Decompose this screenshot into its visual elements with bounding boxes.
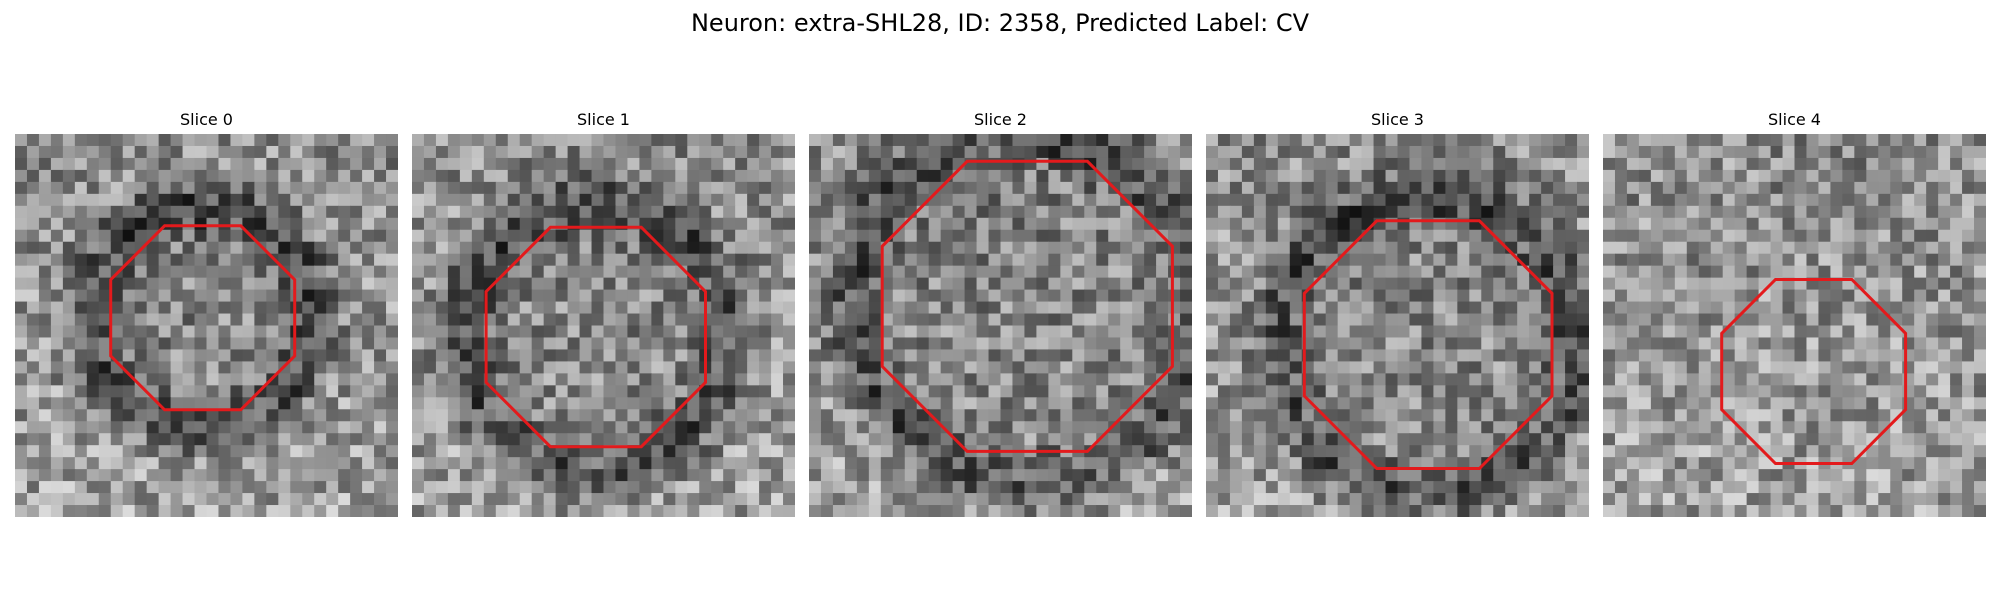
slice-image	[15, 134, 398, 517]
slice-title: Slice 4	[1768, 110, 1821, 129]
contour-outline	[880, 159, 1174, 453]
slice-title: Slice 2	[974, 110, 1027, 129]
figure-title: Neuron: extra-SHL28, ID: 2358, Predicted…	[690, 9, 1310, 37]
slice-panel-2: Slice 2	[809, 108, 1192, 517]
contour-outline	[484, 225, 707, 449]
slice-title: Slice 1	[577, 110, 630, 129]
slice-title: Slice 0	[180, 110, 233, 129]
slice-panel-1: Slice 1	[412, 108, 795, 517]
contour-outline	[1720, 278, 1908, 465]
slice-title: Slice 3	[1371, 110, 1424, 129]
contour-outline	[109, 224, 297, 412]
slice-panel-3: Slice 3	[1206, 108, 1589, 517]
contour-outline	[1302, 219, 1554, 470]
slice-panel-0: Slice 0	[15, 108, 398, 517]
slice-image	[1603, 134, 1986, 517]
slice-image	[809, 134, 1192, 517]
slice-image	[1206, 134, 1589, 517]
slice-image	[412, 134, 795, 517]
slice-panel-4: Slice 4	[1603, 108, 1986, 517]
